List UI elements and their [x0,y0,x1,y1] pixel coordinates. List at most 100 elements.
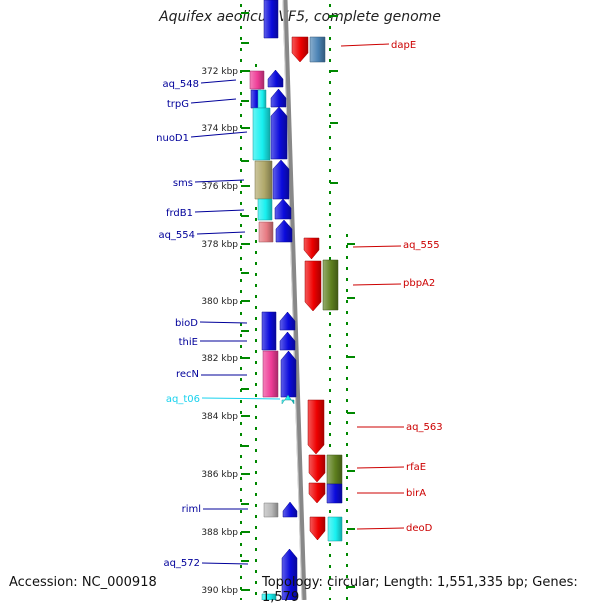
gene-arrow [267,69,284,88]
scale-dot [329,345,331,348]
scale-dot [346,322,348,325]
scale-dot [255,328,257,331]
scale-dot [240,389,242,392]
scale-dot [240,543,242,546]
scale-dot [346,366,348,369]
scale-dot [346,344,348,347]
scale-dot [346,333,348,336]
scale-dot [240,510,242,513]
scale-dot [240,345,242,348]
scale-tick [241,357,250,359]
scale-dot [346,476,348,479]
scale-dot [329,114,331,117]
scale-dot [240,400,242,403]
scale-minor-tick [347,243,355,245]
scale-dot [346,520,348,523]
gene-label: deoD [406,523,433,534]
scale-dot [240,323,242,326]
scale-dot [329,4,331,7]
scale-dot [255,548,257,551]
gene-label: thiE [179,337,198,348]
gene-arrow [322,259,339,311]
scale-dot [346,278,348,281]
scale-dot [240,576,242,579]
scale-dot [240,598,242,600]
gene-arrow [303,237,320,260]
scale-dot [346,487,348,490]
scale-dot [255,361,257,364]
scale-dot [346,245,348,248]
scale-dot [255,306,257,309]
scale-minor-tick [241,100,249,102]
scale-dot [329,169,331,172]
gene-arrow [309,36,326,63]
gene-label: pbpA2 [403,278,435,289]
scale-dot [255,317,257,320]
scale-dot [255,570,257,573]
scale-dot [329,587,331,590]
scale-dot [255,482,257,485]
scale-dot [255,405,257,408]
scale-dot [255,251,257,254]
scale-minor-tick [241,503,249,505]
scale-dot [255,581,257,584]
gene-arrow [261,593,277,600]
scale-dot [255,515,257,518]
scale-dot [346,300,348,303]
scale-dot [240,466,242,469]
scale-dot [255,394,257,397]
gene-label: aq_563 [406,422,443,433]
scale-dot [240,92,242,95]
scale-dot [346,289,348,292]
gene-arrow [308,454,326,483]
scale-tick [241,589,250,591]
gene-label: bioD [175,318,198,329]
scale-minor-tick [330,182,338,184]
gene-label: trpG [167,99,189,110]
scale-minor-tick [347,470,355,472]
scale-dot [255,262,257,265]
gene-arrow [262,350,279,398]
scale-dot [255,559,257,562]
scale-dot [329,543,331,546]
scale-minor-tick [241,272,249,274]
scale-dot [240,290,242,293]
scale-dot [240,367,242,370]
gene-label: recN [176,369,199,380]
scale-dot [346,498,348,501]
gene-arrow [270,106,288,160]
scale-dot [255,207,257,210]
scale-dot [329,422,331,425]
scale-dot [329,81,331,84]
scale-minor-tick [241,330,249,332]
scale-tick [241,185,250,187]
scale-dot [255,427,257,430]
gene-arrow [308,482,326,504]
scale-minor-tick [241,42,249,44]
gene-arrow [254,160,273,200]
scale-dot [255,460,257,463]
gene-label: frdB1 [166,208,193,219]
scale-dot [240,268,242,271]
scale-dot [255,537,257,540]
scale-dot [329,598,331,600]
gene-arrow [279,331,296,351]
scale-dot [329,202,331,205]
scale-minor-tick [330,15,338,17]
scale-dot [240,477,242,480]
scale-dot [346,564,348,567]
scale-dot [240,158,242,161]
scale-dot [329,147,331,150]
scale-dot [255,295,257,298]
scale-dot [346,267,348,270]
scale-dot [240,180,242,183]
scale-minor-tick [347,528,355,530]
scale-minor-tick [241,388,249,390]
scale-tick [241,473,250,475]
gene-arrow [309,516,326,541]
scale-dot [329,125,331,128]
gene-arrow [249,70,265,90]
gene-label: sms [173,178,193,189]
gene-label-leader [352,283,402,286]
